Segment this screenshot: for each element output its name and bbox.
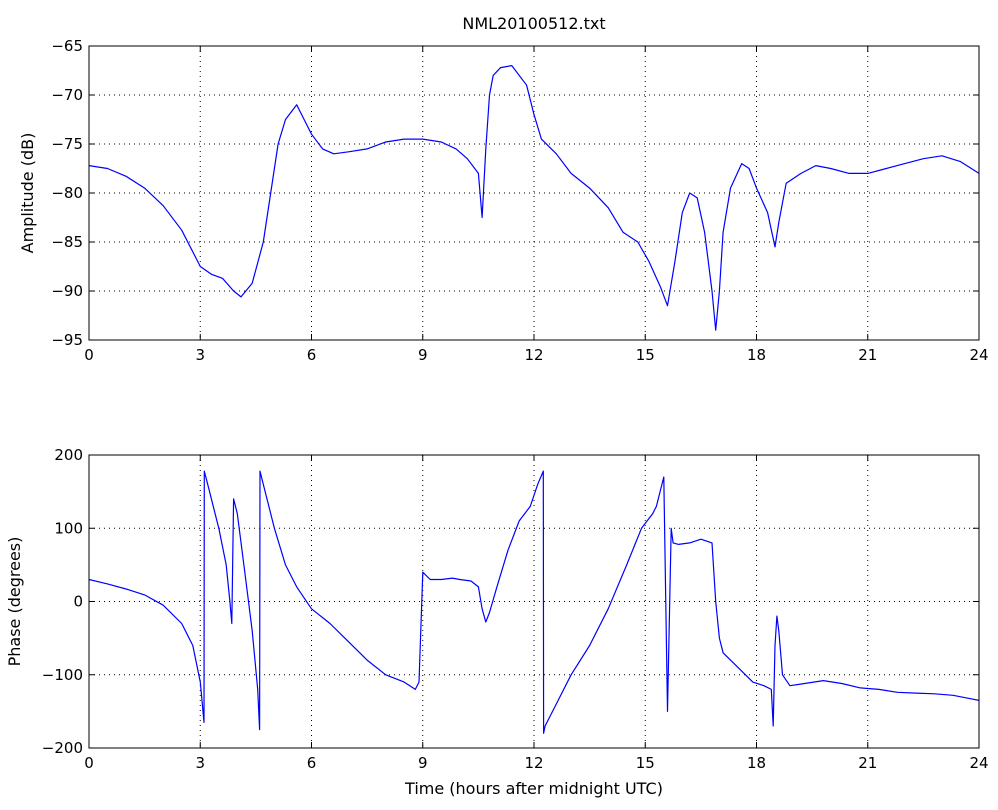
x-axis-label: Time (hours after midnight UTC) <box>404 779 663 798</box>
x-tick-label: 18 <box>747 346 766 364</box>
y-tick-label: −85 <box>51 233 83 251</box>
y-tick-label: −90 <box>51 282 83 300</box>
x-tick-label: 3 <box>195 346 205 364</box>
y-tick-label: −200 <box>42 739 83 757</box>
x-tick-label: 6 <box>307 754 317 772</box>
y-tick-label: −80 <box>51 184 83 202</box>
y-tick-label: −100 <box>42 666 83 684</box>
y-axis-label: Amplitude (dB) <box>18 133 37 254</box>
y-tick-label: 200 <box>54 446 83 464</box>
x-tick-label: 0 <box>84 754 94 772</box>
x-tick-label: 24 <box>969 754 988 772</box>
phase-series-line <box>88 470 980 734</box>
x-tick-label: 15 <box>636 346 655 364</box>
y-tick-label: 0 <box>73 593 83 611</box>
y-tick-label: −65 <box>51 37 83 55</box>
x-tick-label: 0 <box>84 346 94 364</box>
y-axis-label: Phase (degrees) <box>5 537 24 667</box>
chart-title: NML20100512.txt <box>462 14 605 33</box>
x-tick-label: 12 <box>524 346 543 364</box>
x-tick-label: 6 <box>307 346 317 364</box>
x-tick-label: 18 <box>747 754 766 772</box>
amplitude-series-line <box>88 64 980 331</box>
y-tick-label: −95 <box>51 331 83 349</box>
y-tick-label: −75 <box>51 135 83 153</box>
amplitude-axes: 0 3 6 9 12 15 18 21 24 −95 −90 −85 −80 −75 −70 −65 Ampli… <box>18 37 989 364</box>
phase-axes: 0 3 6 9 12 15 18 21 24 −200 −100 0 100 200 Phase (degr… <box>5 446 989 798</box>
x-tick-label: 24 <box>969 346 988 364</box>
y-tick-label: 100 <box>54 519 83 537</box>
x-tick-label: 9 <box>418 346 428 364</box>
y-tick-label: −70 <box>51 86 83 104</box>
x-tick-label: 15 <box>636 754 655 772</box>
x-tick-label: 12 <box>524 754 543 772</box>
x-tick-label: 9 <box>418 754 428 772</box>
x-tick-label: 21 <box>858 754 877 772</box>
x-tick-label: 3 <box>195 754 205 772</box>
x-tick-label: 21 <box>858 346 877 364</box>
